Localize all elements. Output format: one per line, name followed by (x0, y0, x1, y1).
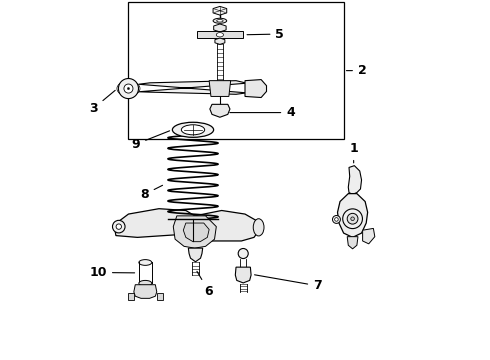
Polygon shape (157, 293, 163, 301)
Polygon shape (215, 38, 225, 44)
Text: 6: 6 (197, 271, 213, 298)
Text: 2: 2 (346, 64, 367, 77)
Text: 5: 5 (247, 28, 284, 41)
Polygon shape (347, 237, 358, 249)
Bar (128, 3, 343, 139)
Ellipse shape (139, 260, 152, 265)
Polygon shape (188, 248, 203, 262)
Ellipse shape (139, 280, 152, 286)
Polygon shape (235, 267, 251, 283)
Ellipse shape (127, 87, 129, 90)
Ellipse shape (119, 78, 139, 99)
Text: 8: 8 (140, 185, 163, 201)
Polygon shape (214, 24, 226, 32)
Text: 9: 9 (132, 131, 170, 150)
Ellipse shape (333, 216, 341, 224)
Ellipse shape (351, 217, 354, 221)
Ellipse shape (172, 122, 214, 137)
Text: 3: 3 (89, 90, 115, 115)
Polygon shape (173, 216, 216, 248)
Polygon shape (139, 81, 247, 94)
Text: 4: 4 (230, 106, 295, 119)
Ellipse shape (335, 218, 338, 221)
Ellipse shape (213, 18, 227, 23)
Ellipse shape (124, 84, 133, 93)
Ellipse shape (343, 209, 363, 229)
Ellipse shape (116, 224, 122, 229)
Polygon shape (338, 194, 368, 237)
Polygon shape (196, 31, 243, 39)
Ellipse shape (347, 213, 358, 224)
Polygon shape (193, 211, 259, 241)
Text: 10: 10 (90, 266, 135, 279)
Text: 7: 7 (254, 275, 322, 292)
Polygon shape (348, 166, 362, 194)
Ellipse shape (216, 33, 223, 37)
Ellipse shape (238, 248, 248, 258)
Ellipse shape (181, 125, 205, 135)
Text: 1: 1 (349, 142, 358, 163)
Polygon shape (128, 293, 134, 301)
Polygon shape (213, 6, 227, 15)
Ellipse shape (217, 19, 223, 22)
Polygon shape (183, 223, 209, 242)
Polygon shape (209, 81, 231, 96)
Ellipse shape (253, 219, 264, 236)
Polygon shape (210, 104, 230, 117)
Polygon shape (134, 285, 157, 298)
Polygon shape (363, 228, 375, 244)
Ellipse shape (113, 220, 125, 233)
Polygon shape (245, 80, 267, 98)
Polygon shape (114, 209, 196, 237)
